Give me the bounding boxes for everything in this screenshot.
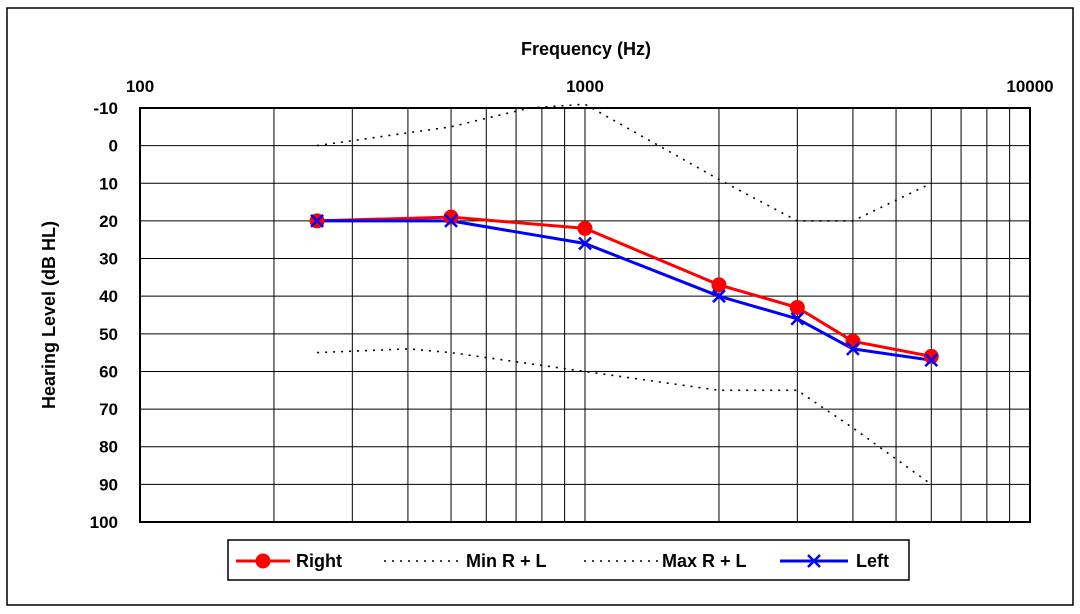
marker-stroke	[310, 214, 324, 228]
legend-label-left: Left	[856, 551, 889, 571]
marker-stroke	[924, 353, 939, 368]
data-point-left	[924, 353, 939, 368]
data-point-right	[577, 220, 593, 236]
y-tick-label: 40	[99, 287, 118, 306]
data-point-left	[790, 311, 805, 326]
y-tick-label: 70	[99, 400, 118, 419]
y-tick-label: 60	[99, 362, 118, 381]
data-point-left	[310, 214, 324, 228]
legend-label-right: Right	[296, 551, 342, 571]
data-point-left	[846, 341, 860, 356]
grid	[140, 107, 1030, 523]
chart-outer-border	[6, 7, 1074, 606]
y-tick-label: 80	[99, 438, 118, 457]
marker-stroke	[444, 214, 458, 228]
marker-stroke	[712, 289, 726, 304]
marker-stroke	[578, 236, 592, 251]
y-tick-label: 30	[99, 250, 118, 269]
legend-item-min-r-l: Min R + L	[384, 551, 547, 571]
data-point-right	[845, 333, 861, 349]
data-point-left	[444, 214, 458, 228]
x-tick-label: 10000	[1006, 77, 1053, 96]
y-tick-label: 0	[109, 137, 118, 156]
legend-item-right: Right	[236, 551, 342, 571]
legend-item-max-r-l: Max R + L	[584, 551, 747, 571]
x-tick-label: 100	[126, 77, 154, 96]
data-point-right	[923, 348, 939, 364]
marker-stroke	[846, 341, 860, 356]
y-tick-label: 20	[99, 212, 118, 231]
data-point-right	[443, 209, 459, 225]
tick-labels: -10 0 10 20 30 40 50 60 70 80 90 100 100 1000 10000	[90, 77, 1054, 532]
series-line-max-r-l	[317, 348, 932, 486]
legend-marker-right	[255, 553, 271, 569]
legend-label-min-r-l: Min R + L	[466, 551, 547, 571]
legend-marker-left	[807, 554, 821, 568]
y-tick-label: -10	[93, 99, 118, 118]
plot-area-border	[139, 107, 1031, 523]
legend: Right Min R + L Max R + L Left	[227, 539, 910, 581]
legend-item-left: Left	[780, 551, 889, 571]
marker-stroke	[807, 554, 821, 568]
data-point-right	[711, 277, 727, 293]
y-tick-label: 50	[99, 325, 118, 344]
data-point-left	[712, 289, 726, 304]
x-axis-title: Frequency (Hz)	[521, 39, 651, 59]
data-point-left	[578, 236, 592, 251]
y-axis-title: Hearing Level (dB HL)	[39, 221, 59, 409]
x-tick-label: 1000	[566, 77, 604, 96]
legend-label-max-r-l: Max R + L	[662, 551, 747, 571]
marker-stroke	[790, 311, 805, 326]
data-point-right	[789, 299, 805, 315]
y-tick-label: 90	[99, 475, 118, 494]
marker-layer	[309, 209, 939, 368]
series-line-min-r-l	[316, 103, 932, 222]
y-tick-label: 10	[99, 174, 118, 193]
y-tick-label: 100	[90, 513, 118, 532]
